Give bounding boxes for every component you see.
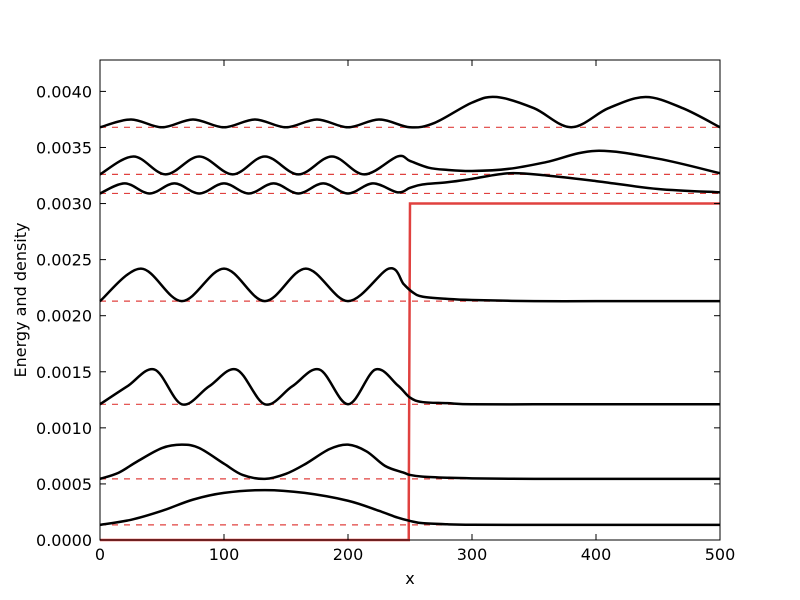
- y-tick-label: 0.0000: [36, 531, 92, 550]
- y-tick-label: 0.0020: [36, 307, 92, 326]
- density-curve-4: [99, 267, 720, 303]
- y-tick-label: 0.0030: [36, 195, 92, 214]
- y-tick-label: 0.0010: [36, 419, 92, 438]
- y-tick-label: 0.0005: [36, 475, 92, 494]
- axis-ticks: 0 100 200 300 400 500 0.0000 0.0005 0.0010 0.0015…: [36, 60, 735, 564]
- x-tick-label: 500: [705, 545, 736, 564]
- x-axis-label: x: [405, 569, 414, 588]
- y-tick-label: 0.0035: [36, 138, 92, 157]
- y-tick-label: 0.0015: [36, 363, 92, 382]
- y-tick-label: 0.0025: [36, 251, 92, 270]
- density-curve-3: [99, 367, 720, 406]
- y-tick-label: 0.0040: [36, 82, 92, 101]
- plot-frame: [99, 59, 721, 541]
- density-curve-1: [99, 488, 720, 527]
- density-curve-2: [99, 443, 720, 481]
- x-tick-label: 300: [457, 545, 488, 564]
- x-tick-label: 100: [209, 545, 240, 564]
- x-tick-label: 400: [581, 545, 612, 564]
- y-axis-label: Energy and density: [11, 223, 30, 378]
- density-curve-7: [99, 95, 721, 129]
- x-tick-label: 0: [95, 545, 105, 564]
- x-tick-label: 200: [333, 545, 364, 564]
- density-curve-5: [99, 171, 721, 195]
- density-curve-6: [99, 149, 721, 176]
